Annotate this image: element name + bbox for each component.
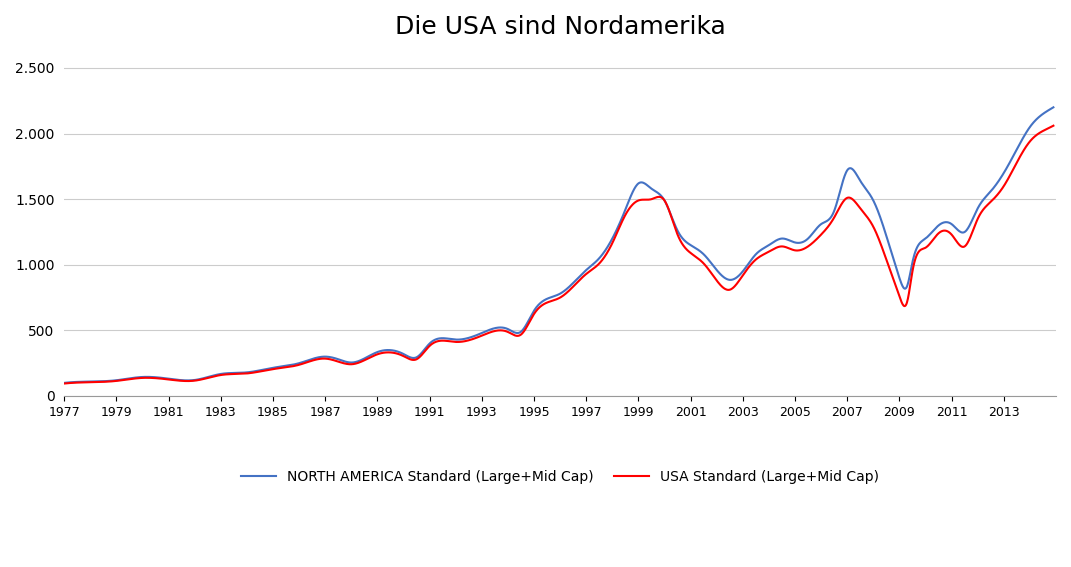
- NORTH AMERICA Standard (Large+Mid Cap): [513, 329, 526, 336]
- NORTH AMERICA Standard (Large+Mid Cap): [1047, 104, 1060, 111]
- USA Standard (Large+Mid Cap): [1047, 122, 1060, 129]
- USA Standard (Large+Mid Cap): [58, 380, 71, 387]
- NORTH AMERICA Standard (Large+Mid Cap): [539, 297, 552, 303]
- USA Standard (Large+Mid Cap): [1019, 145, 1031, 152]
- NORTH AMERICA Standard (Large+Mid Cap): [1017, 133, 1030, 139]
- Legend: NORTH AMERICA Standard (Large+Mid Cap), USA Standard (Large+Mid Cap): NORTH AMERICA Standard (Large+Mid Cap), …: [236, 464, 885, 489]
- USA Standard (Large+Mid Cap): [836, 198, 849, 205]
- USA Standard (Large+Mid Cap): [108, 378, 121, 384]
- Title: Die USA sind Nordamerika: Die USA sind Nordamerika: [395, 15, 725, 39]
- Line: NORTH AMERICA Standard (Large+Mid Cap): NORTH AMERICA Standard (Large+Mid Cap): [64, 107, 1054, 383]
- NORTH AMERICA Standard (Large+Mid Cap): [836, 177, 849, 184]
- NORTH AMERICA Standard (Large+Mid Cap): [1019, 132, 1031, 138]
- Line: USA Standard (Large+Mid Cap): USA Standard (Large+Mid Cap): [64, 126, 1054, 383]
- NORTH AMERICA Standard (Large+Mid Cap): [108, 377, 121, 384]
- USA Standard (Large+Mid Cap): [513, 332, 526, 339]
- NORTH AMERICA Standard (Large+Mid Cap): [58, 379, 71, 386]
- USA Standard (Large+Mid Cap): [539, 300, 552, 307]
- USA Standard (Large+Mid Cap): [1017, 146, 1030, 153]
